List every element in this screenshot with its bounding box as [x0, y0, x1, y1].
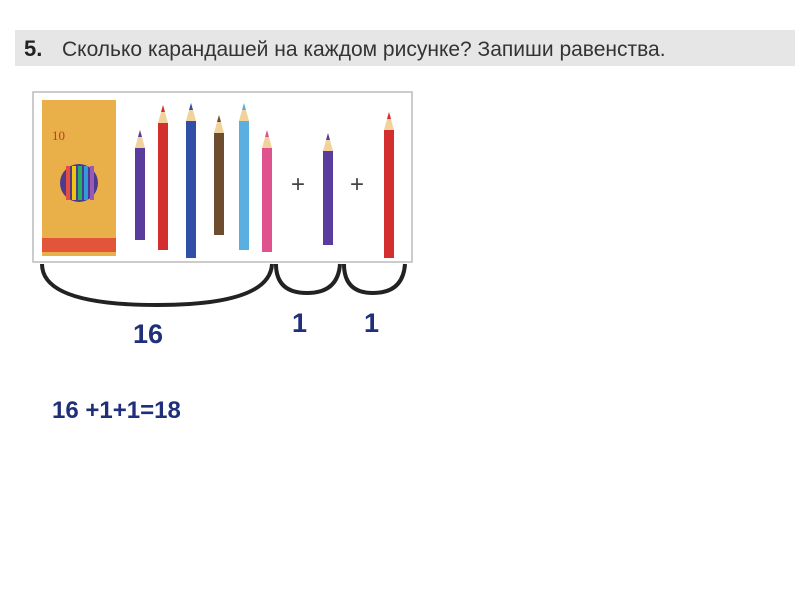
pencil-tip [323, 133, 333, 151]
pencil-body [323, 151, 333, 245]
pencil-tip [186, 103, 196, 121]
pencil-body [214, 133, 224, 235]
plus-sign: + [350, 171, 364, 198]
header-bar [15, 30, 795, 66]
box-pencil [66, 166, 70, 200]
pencils [135, 103, 394, 258]
pencil-lead [387, 112, 391, 119]
pencil-lead [138, 130, 142, 137]
pencil-tip [135, 130, 145, 148]
pencil-tip [214, 115, 224, 133]
pencil-box: 10 [42, 100, 116, 256]
brace [40, 263, 274, 308]
pencil-tip [384, 112, 394, 130]
box-pencil [78, 166, 82, 200]
task-text: Сколько карандашей на каждом рисунке? За… [62, 38, 666, 61]
plus-sign: + [291, 171, 305, 198]
group-label: 16 [133, 319, 163, 349]
box-pencil [72, 166, 76, 200]
pencil-body [384, 130, 394, 258]
brace [274, 263, 342, 296]
box-pencil [84, 166, 88, 200]
pencil-lead [189, 103, 193, 110]
group-label: 1 [292, 308, 307, 338]
box-stripe [42, 238, 116, 252]
pencil-body [239, 121, 249, 250]
braces [40, 263, 407, 308]
pencil-body [158, 123, 168, 250]
group-label: 1 [364, 308, 379, 338]
pencil-body [262, 148, 272, 252]
pencil-lead [265, 130, 269, 137]
pencil-body [135, 148, 145, 240]
box-label: 10 [52, 128, 65, 143]
pencil-body [186, 121, 196, 258]
pencil-lead [161, 105, 165, 112]
pencil-tip [262, 130, 272, 148]
equation: 16 +1+1=18 [52, 397, 181, 424]
pencil-tip [158, 105, 168, 123]
picture: 10 + + [32, 91, 413, 263]
brace [342, 263, 407, 296]
pencil-tip [239, 103, 249, 121]
box-pencil [90, 166, 94, 200]
pencil-lead [242, 103, 246, 110]
pencil-lead [326, 133, 330, 140]
task-number: 5. [24, 36, 42, 61]
pencil-lead [217, 115, 221, 122]
